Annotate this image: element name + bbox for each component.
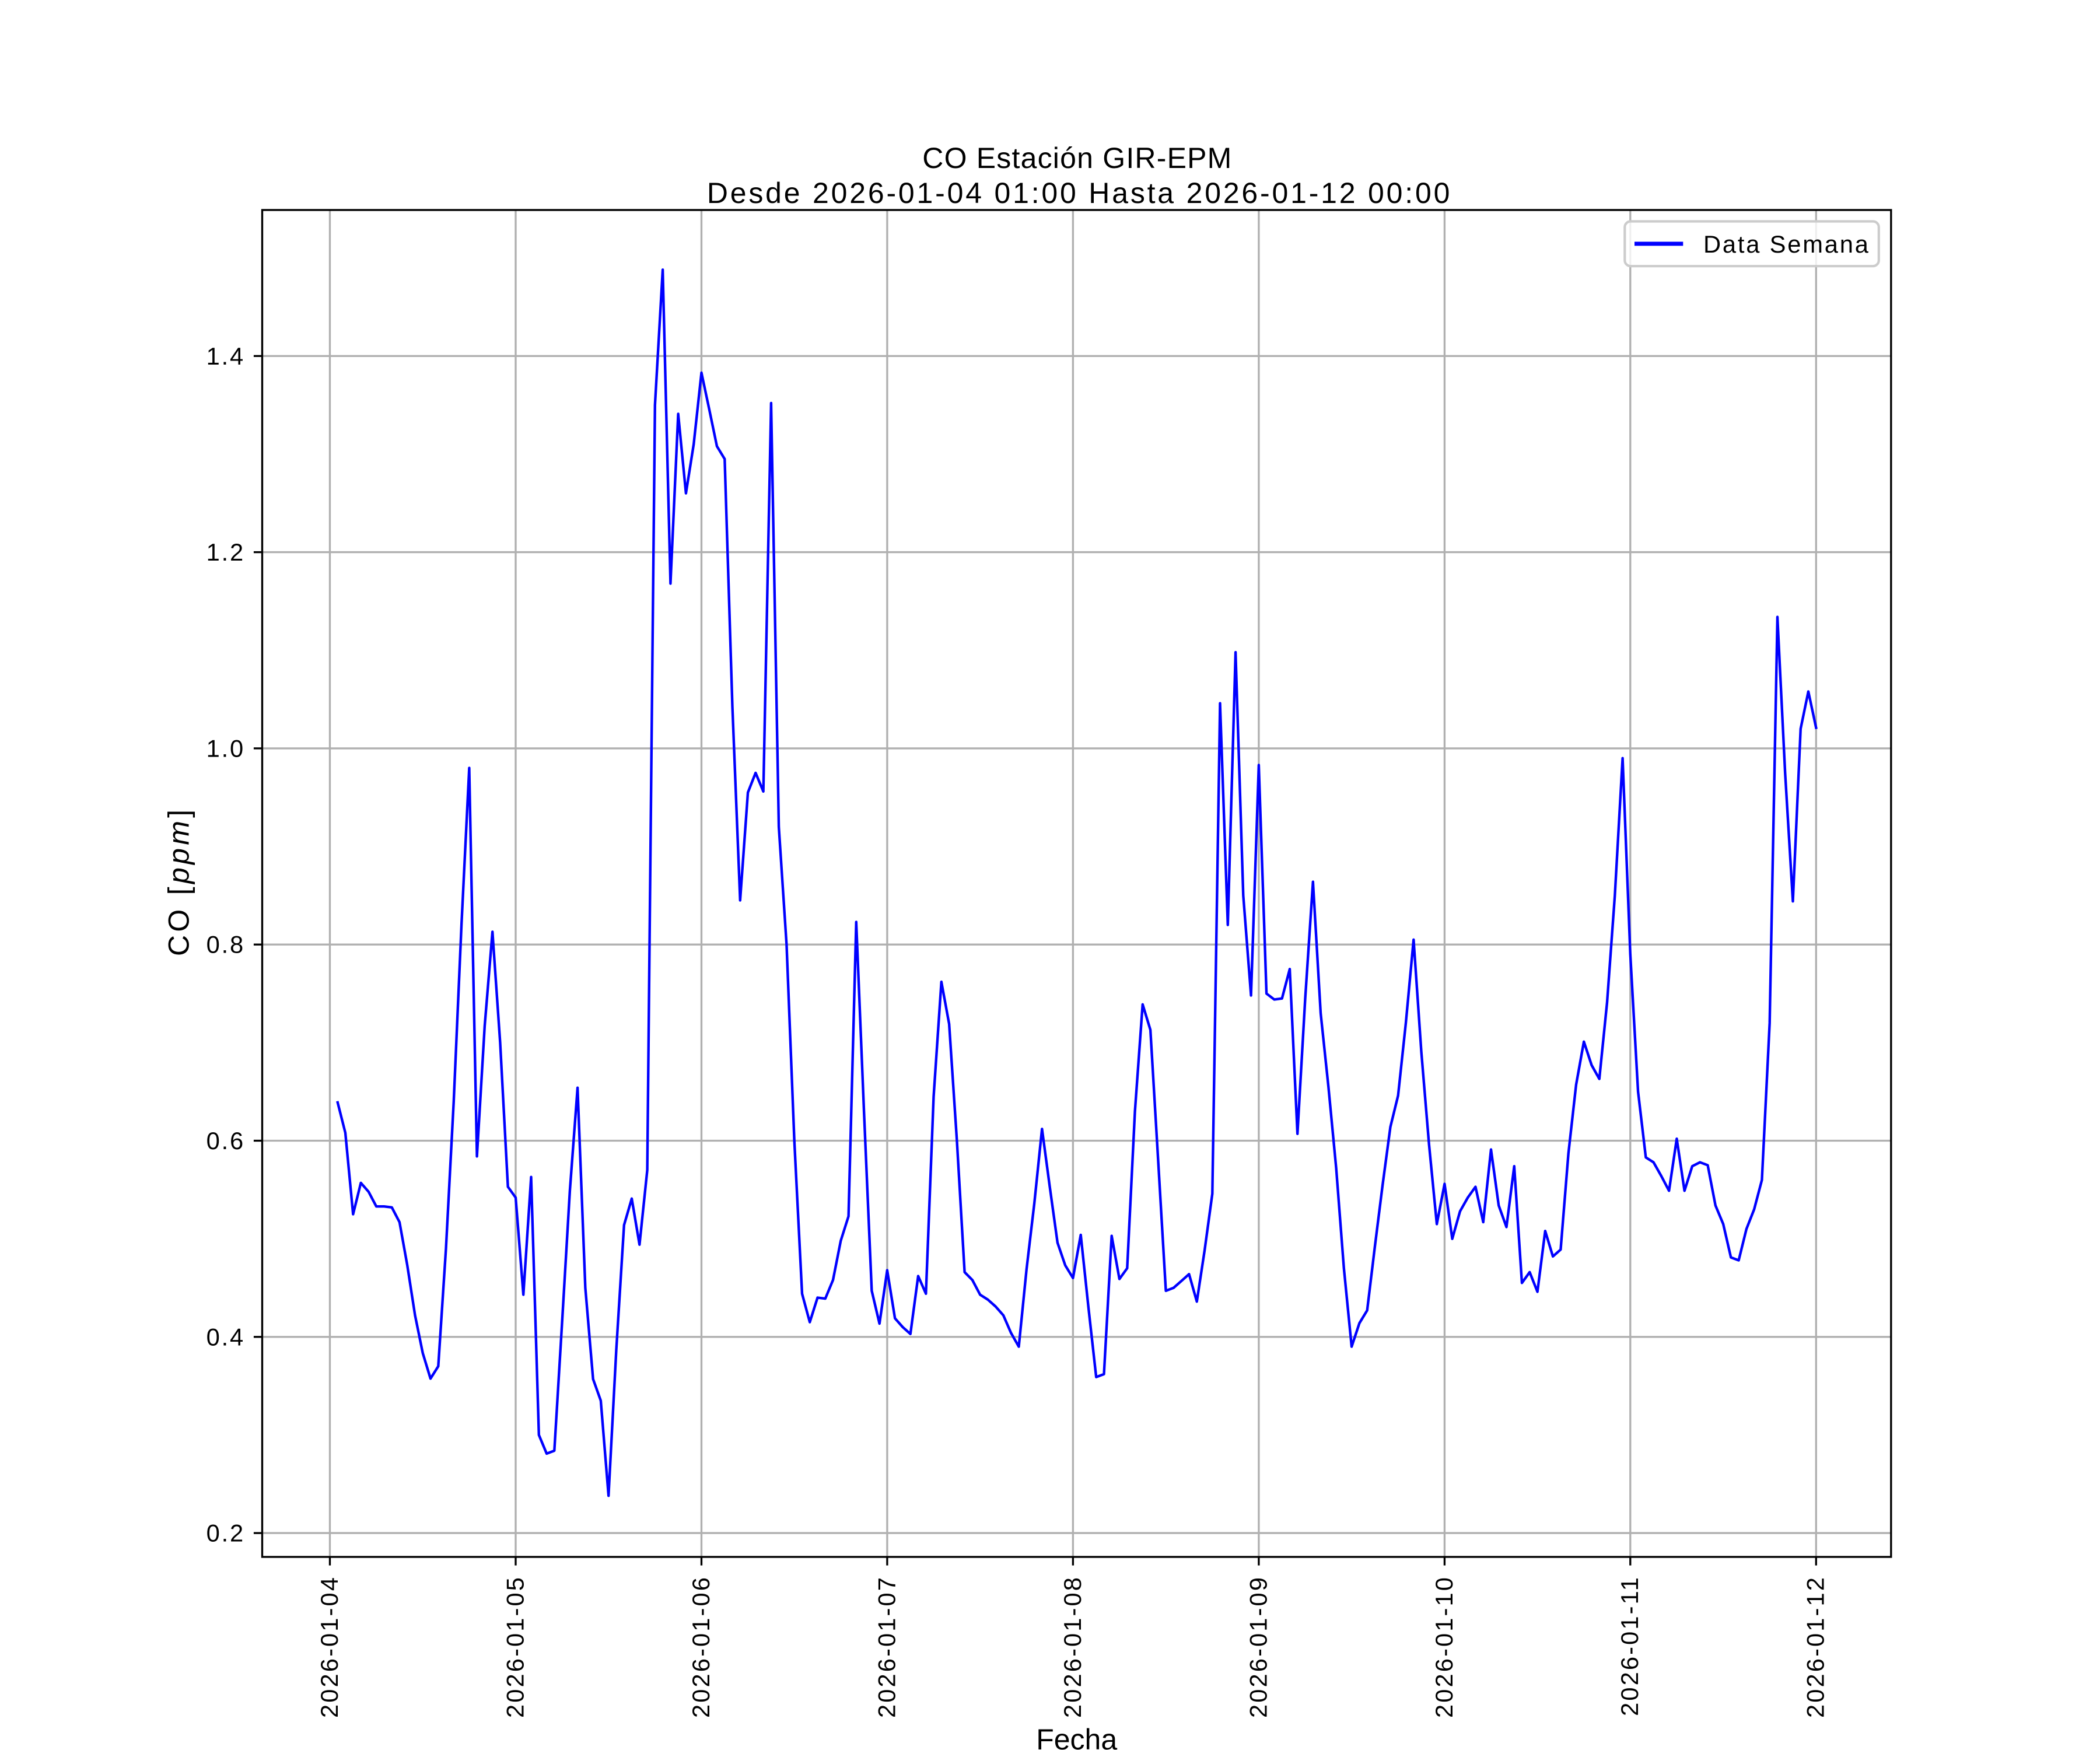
svg-text:0.2: 0.2 — [206, 1520, 245, 1547]
svg-text:1.0: 1.0 — [206, 734, 245, 762]
svg-text:Desde 2026-01-04 01:00 Hasta 2: Desde 2026-01-04 01:00 Hasta 2026-01-12 … — [707, 177, 1452, 209]
svg-text:2026-01-09: 2026-01-09 — [1244, 1576, 1272, 1718]
svg-text:CO Estación GIR-EPM: CO Estación GIR-EPM — [922, 142, 1232, 174]
svg-text:CO [ppm]: CO [ppm] — [163, 807, 195, 956]
svg-text:2026-01-11: 2026-01-11 — [1616, 1576, 1643, 1716]
svg-text:Fecha: Fecha — [1036, 1723, 1117, 1750]
svg-text:Data Semana: Data Semana — [1703, 230, 1870, 258]
svg-text:0.8: 0.8 — [206, 931, 245, 958]
svg-text:0.6: 0.6 — [206, 1127, 245, 1154]
svg-text:2026-01-07: 2026-01-07 — [873, 1576, 900, 1718]
svg-text:2026-01-05: 2026-01-05 — [501, 1576, 528, 1718]
svg-text:2026-01-08: 2026-01-08 — [1059, 1576, 1086, 1718]
svg-text:2026-01-04: 2026-01-04 — [316, 1576, 343, 1718]
svg-text:2026-01-12: 2026-01-12 — [1802, 1576, 1829, 1718]
svg-text:1.4: 1.4 — [206, 342, 245, 370]
svg-text:1.2: 1.2 — [206, 538, 245, 566]
svg-text:0.4: 0.4 — [206, 1323, 245, 1350]
svg-text:2026-01-06: 2026-01-06 — [687, 1576, 715, 1718]
svg-text:2026-01-10: 2026-01-10 — [1430, 1576, 1458, 1718]
